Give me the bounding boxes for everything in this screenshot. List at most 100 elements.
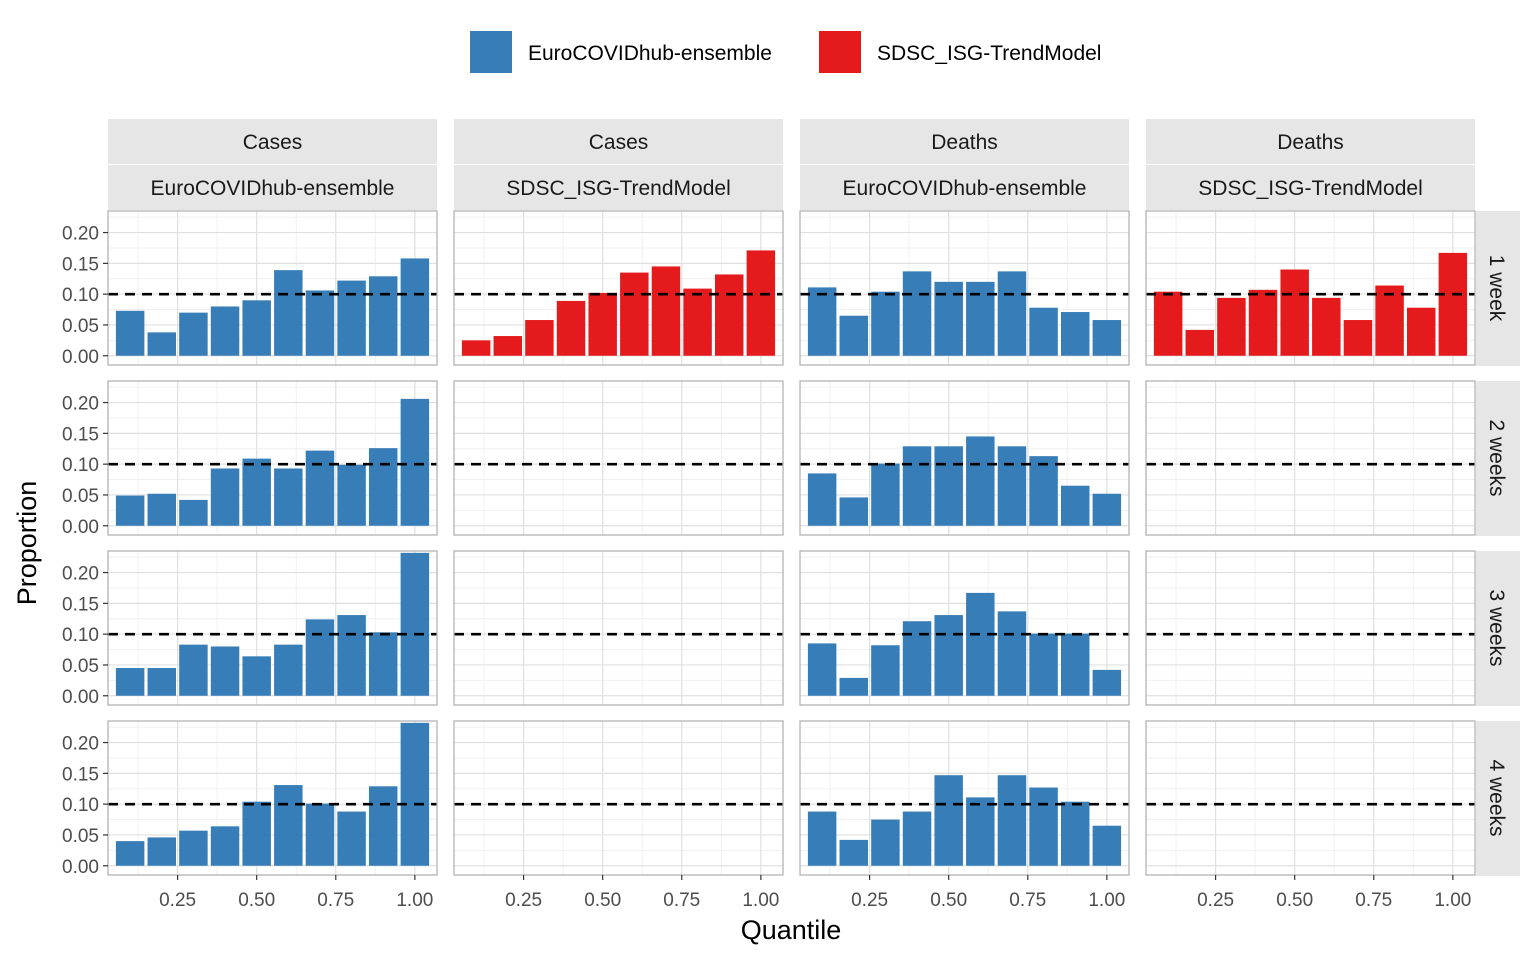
bar: [1092, 669, 1122, 696]
panel-border: [453, 550, 784, 706]
legend-label-0: EuroCOVIDhub-ensemble: [528, 42, 772, 65]
bar: [368, 786, 398, 866]
bar: [147, 493, 177, 526]
strip-model-label-1: SDSC_ISG-TrendModel: [506, 177, 730, 200]
bar: [115, 310, 145, 356]
bar: [493, 336, 523, 356]
panel-border: [799, 550, 1130, 706]
bar: [305, 619, 335, 696]
bar: [305, 290, 335, 356]
bar: [461, 340, 491, 356]
strip-horizon-bg-2: [1476, 551, 1520, 706]
bar: [839, 497, 869, 526]
bar: [179, 644, 208, 696]
y-tick-label: 0.15: [62, 764, 99, 785]
panel-r0-c2: [799, 210, 1130, 366]
bar: [1060, 801, 1090, 866]
bar: [400, 398, 430, 526]
bar: [368, 632, 398, 696]
bar: [1092, 825, 1122, 866]
bar: [210, 646, 240, 696]
facet-panels: [107, 210, 1476, 876]
bar: [210, 468, 240, 526]
bar: [997, 775, 1027, 866]
strip-model-bg-0: [108, 165, 437, 210]
bar: [1060, 633, 1090, 696]
panel-border: [453, 380, 784, 536]
bar: [871, 645, 900, 696]
bar: [274, 468, 303, 526]
bar: [1153, 291, 1183, 356]
bar: [305, 803, 335, 866]
strip-horizon-label-3: 4 weeks: [1485, 759, 1508, 836]
bar: [400, 552, 430, 696]
bar: [210, 826, 240, 866]
facet-strips: Cases EuroCOVIDhub-ensemble Cases SDSC_ISG-…: [108, 119, 1520, 876]
bar: [934, 446, 963, 526]
bar: [1280, 269, 1309, 356]
strip-target-bg-2: [800, 119, 1129, 164]
bar: [400, 722, 430, 866]
x-tick-label: 0.50: [930, 890, 967, 911]
bar: [683, 288, 712, 356]
bar: [807, 473, 837, 526]
bar: [839, 677, 869, 696]
x-tick-label: 0.75: [317, 890, 354, 911]
x-tick-label: 0.75: [663, 890, 700, 911]
panel-border: [107, 380, 438, 536]
bar: [242, 458, 271, 526]
x-tick-label: 0.75: [1009, 890, 1046, 911]
panel-r3-c3: [1145, 720, 1476, 876]
bar: [1406, 307, 1436, 356]
panel-border: [107, 550, 438, 706]
bar: [115, 841, 145, 866]
bar: [1217, 297, 1246, 356]
y-tick-label: 0.00: [62, 347, 99, 368]
panel-r2-c3: [1145, 550, 1476, 706]
bar: [902, 621, 932, 696]
x-tick-label: 0.25: [159, 890, 196, 911]
bar: [934, 615, 963, 696]
y-tick-label: 0.05: [62, 316, 99, 337]
bar: [337, 464, 366, 526]
bar: [1185, 329, 1215, 356]
y-tick-label: 0.00: [62, 857, 99, 878]
bar: [714, 274, 744, 356]
x-tick-label: 1.00: [396, 890, 433, 911]
panel-border: [1145, 720, 1476, 876]
bar: [1029, 633, 1058, 696]
bar: [966, 592, 995, 696]
strip-horizon-label-0: 1 week: [1485, 255, 1508, 322]
bar: [966, 797, 995, 866]
panel-r2-c0: [107, 550, 438, 706]
strip-horizon-bg-1: [1476, 381, 1520, 536]
bar: [1060, 312, 1090, 356]
bar: [807, 811, 837, 866]
bar: [525, 320, 554, 356]
bar: [368, 448, 398, 526]
y-tick-label: 0.20: [62, 394, 99, 415]
bar: [588, 292, 617, 356]
bar: [147, 837, 177, 866]
strip-model-label-2: EuroCOVIDhub-ensemble: [843, 177, 1087, 200]
bar: [274, 270, 303, 356]
strip-model-label-3: SDSC_ISG-TrendModel: [1198, 177, 1422, 200]
panel-r3-c2: [799, 720, 1130, 876]
y-tick-label: 0.00: [62, 517, 99, 538]
bar: [242, 801, 271, 866]
bar: [1092, 320, 1122, 356]
strip-target-label-1: Cases: [589, 131, 649, 154]
bar: [1375, 285, 1404, 356]
panel-border: [799, 720, 1130, 876]
bar: [179, 830, 208, 866]
bar: [934, 775, 963, 866]
bar: [1029, 787, 1058, 866]
y-tick-label: 0.10: [62, 625, 99, 646]
x-tick-label: 0.50: [1276, 890, 1313, 911]
strip-target-bg-1: [454, 119, 783, 164]
x-tick-label: 0.25: [851, 890, 888, 911]
bar: [337, 811, 366, 866]
bar: [337, 615, 366, 696]
strip-horizon-label-1: 2 weeks: [1485, 419, 1508, 496]
bar: [242, 300, 271, 356]
